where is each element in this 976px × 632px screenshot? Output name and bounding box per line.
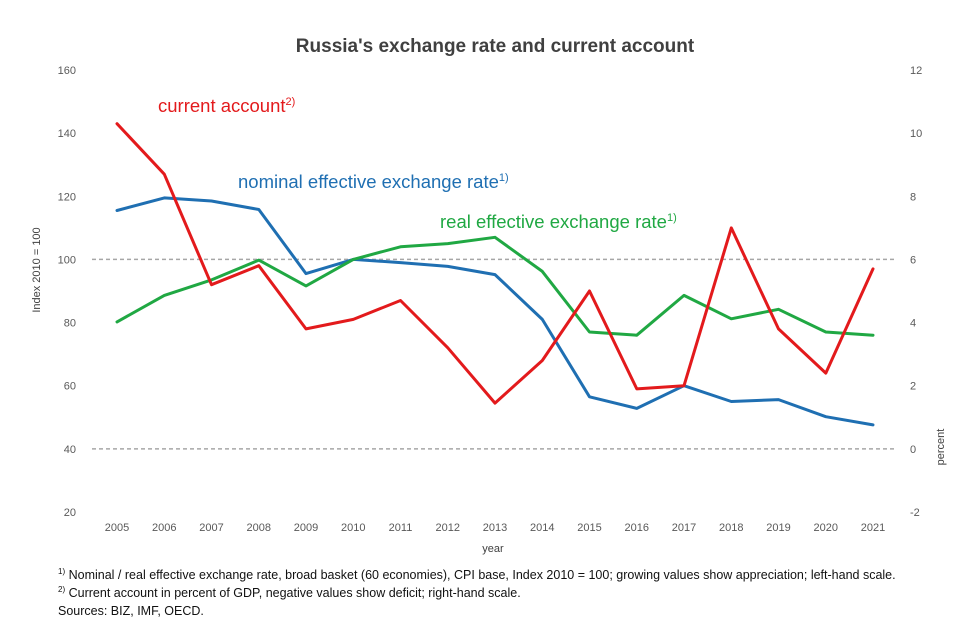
x-tick-label: 2018 [719,522,743,534]
x-tick-label: 2010 [341,522,365,534]
nominal-effective-exchange-rate-label: nominal effective exchange rate1) [238,171,509,192]
chart-title: Russia's exchange rate and current accou… [296,36,695,57]
x-tick-label: 2021 [861,522,885,534]
real-effective-exchange-rate-label: real effective exchange rate1) [440,211,677,232]
series-label-text: real effective exchange rate [440,211,667,232]
right-axis-ticks: -2 0 2 4 6 8 10 12 [910,65,922,519]
x-tick-label: 2019 [766,522,790,534]
left-tick-label: 60 [64,381,76,393]
right-tick-label: 8 [910,191,916,203]
right-tick-label: 2 [910,381,916,393]
x-tick-label: 2012 [436,522,460,534]
real-effective-exchange-rate-line [115,235,875,337]
series-labels: current account2) nominal effective excha… [158,95,677,232]
right-tick-label: 10 [910,128,922,140]
left-tick-label: 100 [58,254,76,266]
series-label-footnote-mark: 1) [499,172,509,184]
right-tick-label: -2 [910,507,920,519]
x-tick-label: 2006 [152,522,176,534]
x-tick-label: 2020 [814,522,838,534]
footnote-2-mark: 2) [58,585,66,594]
right-axis-label: percent [935,429,947,466]
left-tick-label: 160 [58,65,76,77]
left-axis-label: Index 2010 = 100 [31,227,43,312]
x-axis-label: year [482,543,504,555]
footnote-1: 1) Nominal / real effective exchange rat… [58,566,896,584]
left-axis-ticks: 20 40 60 80 100 120 140 160 [58,65,76,519]
left-tick-label: 20 [64,507,76,519]
series-label-footnote-mark: 2) [286,96,296,108]
x-tick-label: 2007 [199,522,223,534]
series-label-text: nominal effective exchange rate [238,171,499,192]
left-tick-label: 40 [64,444,76,456]
series-label-footnote-mark: 1) [667,212,677,224]
footnotes: 1) Nominal / real effective exchange rat… [58,566,896,620]
x-tick-label: 2008 [247,522,271,534]
current-account-label: current account2) [158,95,295,116]
series-lines [115,122,875,427]
x-tick-label: 2016 [625,522,649,534]
footnote-1-mark: 1) [58,567,66,576]
x-tick-label: 2014 [530,522,554,534]
right-tick-label: 4 [910,318,916,330]
series-label-text: current account [158,95,286,116]
chart: Russia's exchange rate and current accou… [31,36,947,555]
x-tick-label: 2017 [672,522,696,534]
current-account-line [115,122,875,405]
footnote-1-text: Nominal / real effective exchange rate, … [68,568,896,582]
sources: Sources: BIZ, IMF, OECD. [58,604,204,618]
reference-lines [92,258,895,450]
footnote-2-text: Current account in percent of GDP, negat… [68,586,521,600]
nominal-effective-exchange-rate-line [115,196,875,427]
footnote-2: 2) Current account in percent of GDP, ne… [58,584,896,602]
left-tick-label: 80 [64,318,76,330]
right-tick-label: 0 [910,444,916,456]
left-tick-label: 140 [58,128,76,140]
right-tick-label: 6 [910,254,916,266]
x-tick-label: 2005 [105,522,129,534]
x-axis-ticks: 2005 2006 2007 2008 2009 2010 2011 2012 2013 2014… [105,522,885,534]
x-tick-label: 2015 [577,522,601,534]
left-tick-label: 120 [58,191,76,203]
x-tick-label: 2009 [294,522,318,534]
x-tick-label: 2011 [389,522,413,534]
right-tick-label: 12 [910,65,922,77]
x-tick-label: 2013 [483,522,507,534]
